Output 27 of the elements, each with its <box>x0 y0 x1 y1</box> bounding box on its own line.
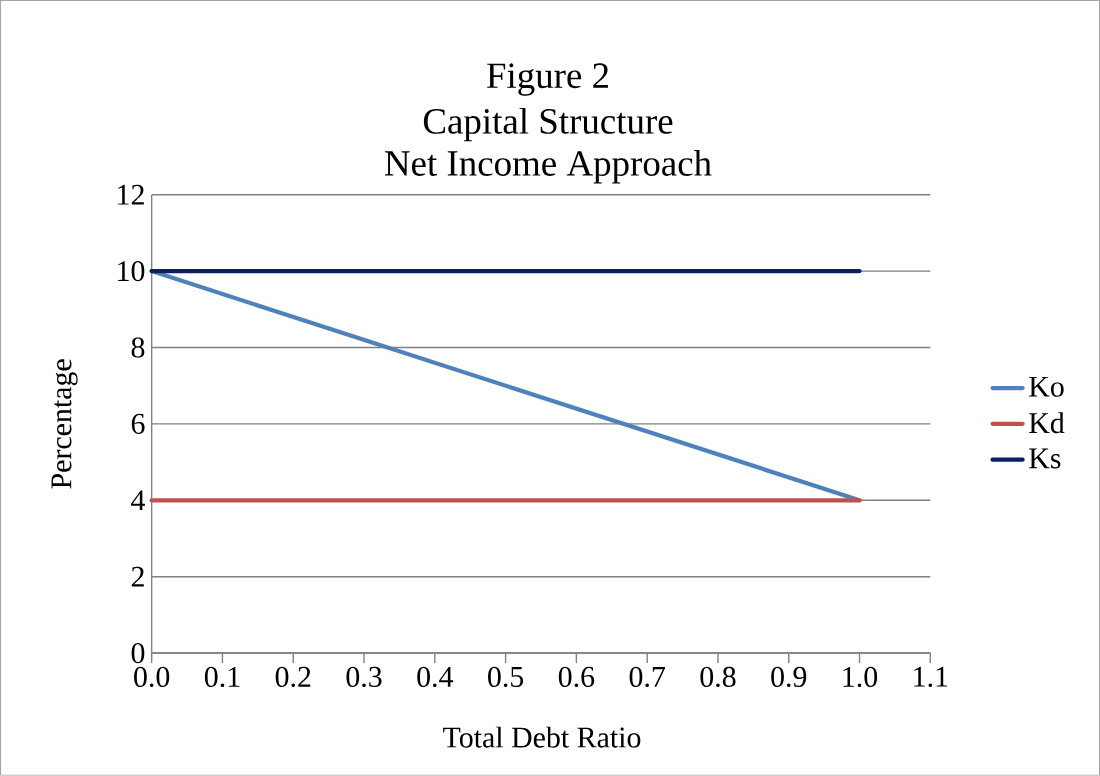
x-tick-label: 0.5 <box>488 666 524 688</box>
y-tick-label: 0 <box>131 643 145 664</box>
legend-label: Kd <box>1029 412 1065 434</box>
x-tick-label: 0.1 <box>204 666 240 688</box>
x-tick-label: 0.8 <box>700 666 736 688</box>
x-tick-label: 0.6 <box>558 666 595 688</box>
legend-label: Ks <box>1029 448 1061 469</box>
x-tick-label: 0.0 <box>134 666 170 688</box>
legend-label: Ko <box>1029 377 1064 397</box>
x-tick-label: 0.4 <box>417 666 454 688</box>
y-tick-label: 2 <box>131 566 144 587</box>
y-tick-label: 10 <box>118 261 145 282</box>
y-tick-label: 12 <box>118 184 144 205</box>
x-tick-label: 0.2 <box>275 666 311 688</box>
chart-title: Figure 2 <box>487 63 609 96</box>
chart-subtitle: Capital Structure <box>423 108 673 142</box>
x-tick-label: 0.7 <box>629 666 666 688</box>
x-tick-label: 1.1 <box>914 666 948 688</box>
x-tick-label: 1.0 <box>843 666 878 688</box>
y-axis-title: Percentage <box>51 359 78 489</box>
x-tick-label: 0.9 <box>771 666 807 688</box>
y-tick-label: 6 <box>131 413 145 435</box>
y-tick-label: 4 <box>131 490 145 511</box>
x-axis-title: Total Debt Ratio <box>443 726 641 748</box>
x-tick-label: 0.3 <box>346 666 382 688</box>
y-tick-label: 8 <box>131 337 145 358</box>
text: Net Income Approach <box>384 150 712 184</box>
